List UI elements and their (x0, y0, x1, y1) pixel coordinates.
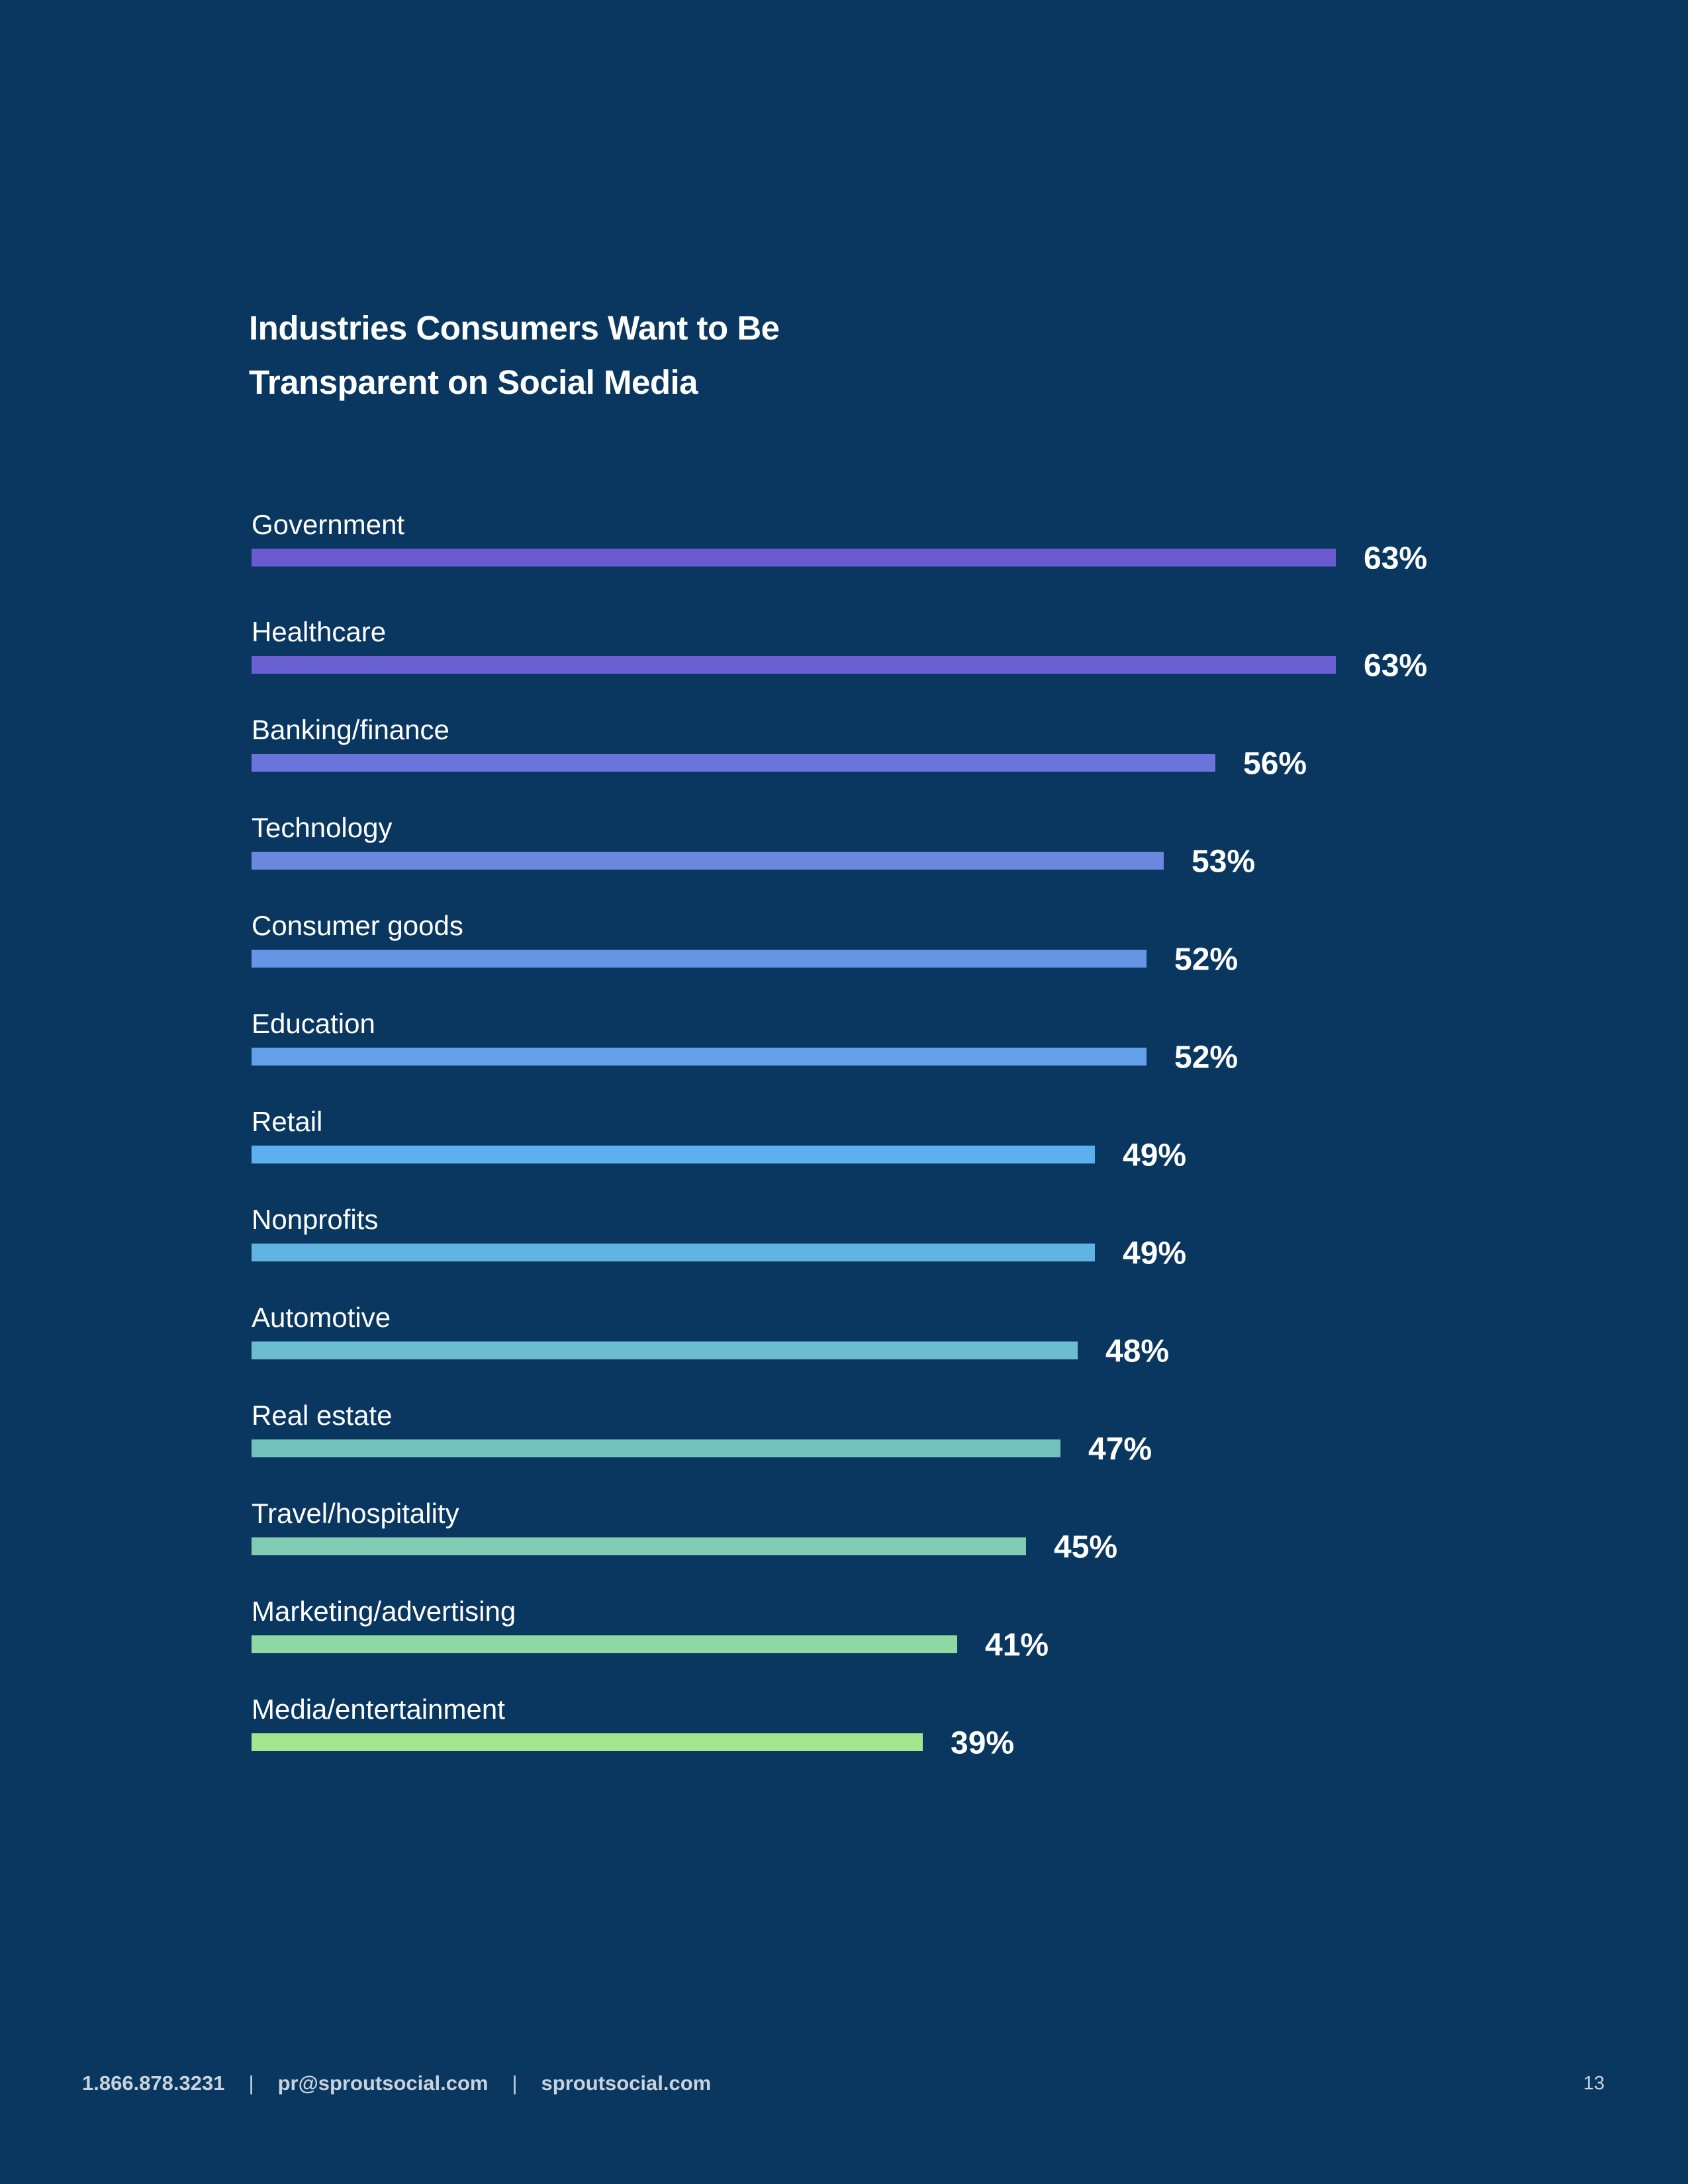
bar-group: Retail 49% (252, 1106, 1186, 1173)
page-number: 13 (1583, 2073, 1605, 2094)
footer-website-link[interactable]: sproutsocial.com (541, 2071, 712, 2095)
category-label: Government (252, 509, 404, 540)
bar (252, 1733, 923, 1751)
category-label: Banking/finance (252, 714, 449, 745)
value-label: 56% (1243, 747, 1307, 782)
bar-group: Banking/finance 56% (252, 714, 1307, 782)
category-label: Real estate (252, 1400, 392, 1431)
category-label: Automotive (252, 1302, 391, 1333)
bar (252, 1439, 1060, 1457)
footer-contact: 1.866.878.3231 | pr@sproutsocial.com | sprou… (82, 2071, 711, 2095)
bar (252, 1048, 1147, 1066)
bar (252, 1146, 1095, 1163)
category-label: Marketing/advertising (252, 1596, 516, 1627)
category-label: Consumer goods (252, 910, 463, 941)
bar (252, 1244, 1095, 1261)
bar-group: Government 63% (252, 509, 1427, 576)
bar-group: Marketing/advertising 41% (252, 1596, 1049, 1663)
value-label: 49% (1123, 1236, 1186, 1271)
bar-group: Education 52% (252, 1008, 1238, 1075)
value-label: 63% (1364, 541, 1427, 576)
bar-group: Automotive 48% (252, 1302, 1169, 1369)
category-label: Education (252, 1008, 375, 1039)
bar (252, 1635, 957, 1653)
bar (252, 656, 1336, 674)
category-label: Technology (252, 812, 392, 843)
value-label: 52% (1174, 942, 1238, 978)
category-label: Nonprofits (252, 1204, 378, 1235)
value-label: 48% (1105, 1334, 1169, 1369)
chart-title-line-2: Transparent on Social Media (249, 363, 698, 401)
bar-group: Travel/hospitality 45% (252, 1498, 1117, 1565)
bar (252, 950, 1147, 968)
category-label: Retail (252, 1106, 322, 1137)
value-label: 45% (1054, 1530, 1117, 1565)
bar-group: Healthcare 63% (252, 616, 1427, 684)
footer-email-link[interactable]: pr@sproutsocial.com (277, 2071, 489, 2095)
bar-group: Consumer goods 52% (252, 910, 1238, 978)
bar (252, 754, 1215, 772)
value-label: 53% (1192, 844, 1255, 880)
footer-phone: 1.866.878.3231 (82, 2071, 225, 2095)
chart-title-line-1: Industries Consumers Want to Be (249, 309, 780, 347)
bar (252, 1342, 1078, 1359)
footer-separator: | (248, 2071, 254, 2095)
bar-group: Media/entertainment 39% (252, 1694, 1014, 1761)
bar-group: Technology 53% (252, 812, 1255, 880)
value-label: 52% (1174, 1040, 1238, 1075)
category-label: Media/entertainment (252, 1694, 505, 1725)
chart-title: Industries Consumers Want to Be Transpar… (249, 301, 1176, 410)
category-label: Travel/hospitality (252, 1498, 459, 1529)
value-label: 49% (1123, 1138, 1186, 1173)
bar (252, 852, 1164, 870)
bar-group: Real estate 47% (252, 1400, 1152, 1467)
category-label: Healthcare (252, 616, 386, 647)
bar (252, 549, 1336, 567)
bar-group: Nonprofits 49% (252, 1204, 1186, 1271)
bar (252, 1537, 1026, 1555)
value-label: 39% (951, 1726, 1014, 1761)
value-label: 41% (985, 1628, 1049, 1663)
value-label: 63% (1364, 649, 1427, 684)
footer-separator: | (512, 2071, 518, 2095)
bar-chart: Government 63% Healthcare 63% Banking/financ… (252, 509, 1427, 1761)
value-label: 47% (1088, 1432, 1152, 1467)
